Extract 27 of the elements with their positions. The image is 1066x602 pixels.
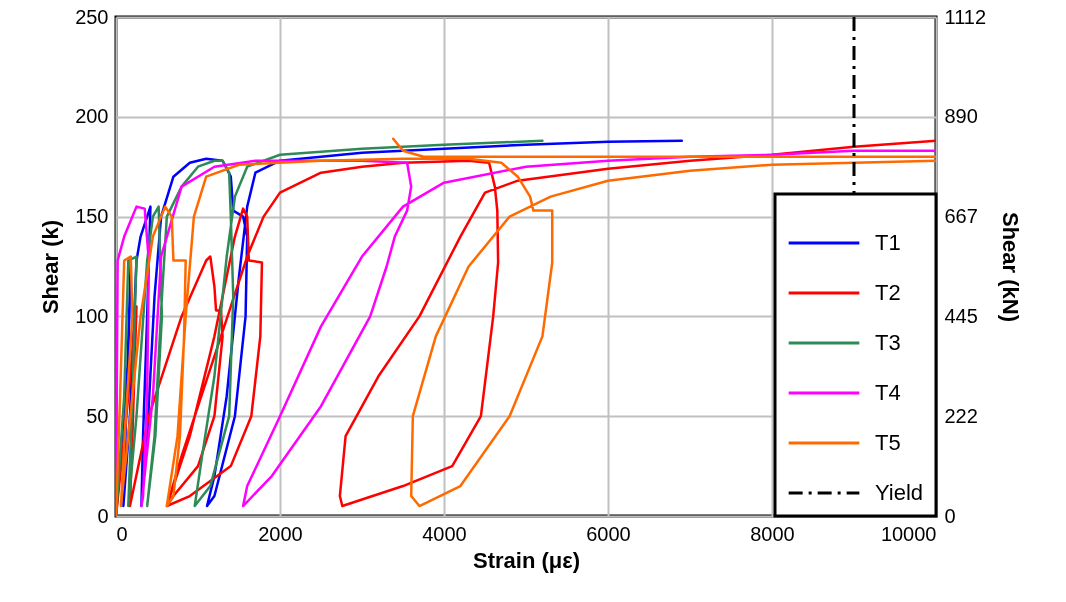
x-tick-label: 2000 xyxy=(258,522,303,545)
y-axis-title: Shear (k) xyxy=(38,219,64,315)
y-tick-label: 0 xyxy=(97,504,109,527)
x-tick-label: 10000 xyxy=(880,522,937,545)
y-tick-label: 50 xyxy=(86,404,109,427)
y-tick-label: 250 xyxy=(75,5,109,28)
y2-tick-label: 667 xyxy=(944,205,978,228)
legend-label: T1 xyxy=(875,230,901,255)
y2-tick-label: 1112 xyxy=(944,5,987,28)
y2-tick-label: 445 xyxy=(944,304,978,327)
x-axis-title: Strain (με) xyxy=(472,547,581,573)
y2-tick-label: 0 xyxy=(944,504,956,527)
x-tick-label: 0 xyxy=(116,522,128,545)
x-tick-label: 4000 xyxy=(422,522,467,545)
legend-label: T2 xyxy=(875,280,901,305)
legend-label: T5 xyxy=(875,430,901,455)
y2-tick-label: 890 xyxy=(944,105,978,128)
legend-label: T4 xyxy=(875,380,901,405)
legend-label: T3 xyxy=(875,330,901,355)
y2-tick-label: 222 xyxy=(944,404,978,427)
x-tick-label: 8000 xyxy=(750,522,795,545)
x-tick-label: 6000 xyxy=(586,522,631,545)
y-tick-label: 100 xyxy=(75,304,109,327)
y2-axis-title: Shear (kN) xyxy=(998,211,1024,323)
y-tick-label: 150 xyxy=(75,205,109,228)
y-tick-label: 200 xyxy=(75,105,109,128)
ref-line-label: Yield xyxy=(875,480,924,505)
